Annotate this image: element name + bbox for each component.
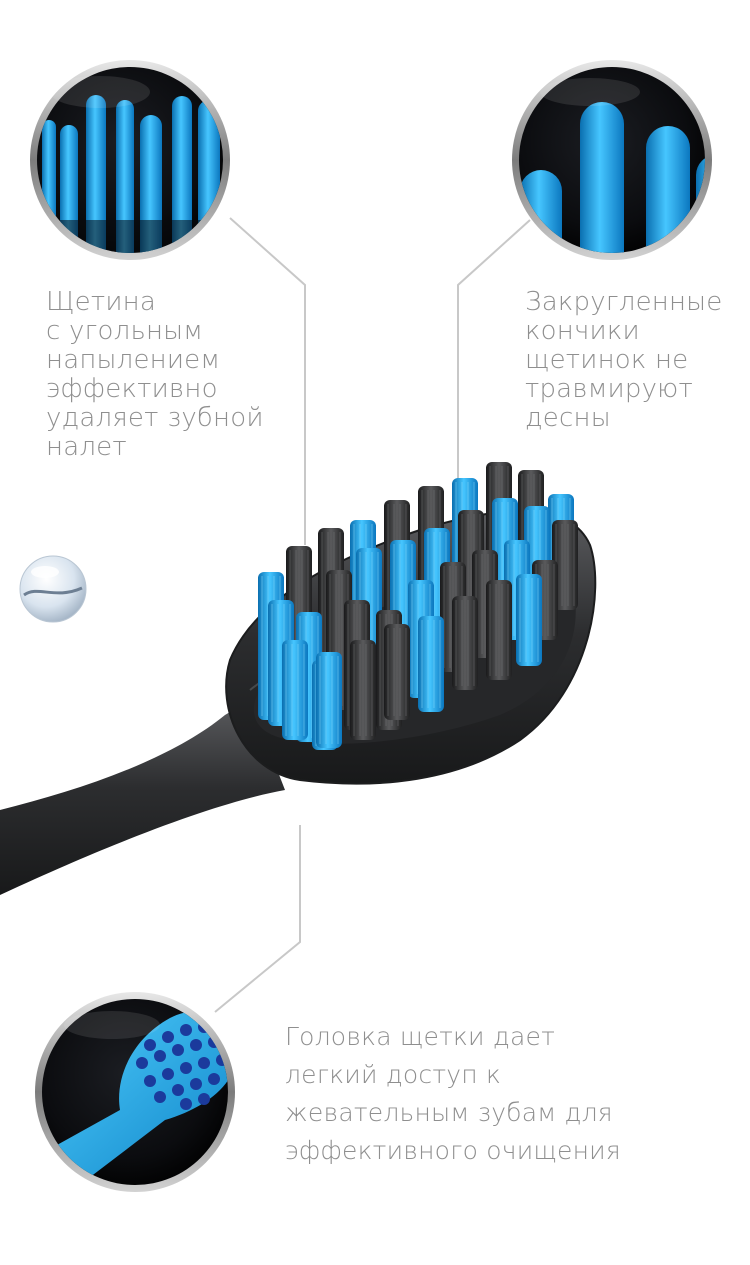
bristles-closeup-icon <box>30 60 230 260</box>
caption-line: легкий доступ к <box>285 1060 501 1089</box>
connector-line-head <box>214 825 301 1013</box>
charcoal-bristle-tuft <box>486 580 512 680</box>
connector-line-charcoal <box>229 217 306 545</box>
caption-line: с угольным <box>46 316 204 346</box>
caption-line: напылением <box>46 345 221 375</box>
caption-charcoal-bristles: Щетина с угольным напылением эффективно … <box>46 288 264 462</box>
connector-lines <box>214 217 531 1013</box>
charcoal-bristle-tuft <box>350 640 376 740</box>
caption-brush-head: Головка щетки дает легкий доступ к жеват… <box>285 1018 621 1170</box>
charcoal-bristle-tuft <box>384 624 410 720</box>
blue-bristle-tuft <box>316 652 342 748</box>
brush-head-icon <box>35 992 235 1192</box>
blue-bristle-tuft <box>282 640 308 740</box>
caption-rounded-tips: Закругленные кончики щетинок не травмиру… <box>525 288 722 433</box>
caption-line: налет <box>46 432 127 462</box>
charcoal-bristle-tuft <box>452 596 478 690</box>
caption-line: эффективно <box>46 374 218 404</box>
caption-line: эффективного очищения <box>285 1136 621 1165</box>
caption-line: десны <box>525 403 611 433</box>
caption-line: кончики <box>525 316 640 346</box>
blue-bristle-tuft <box>418 616 444 712</box>
connector-line-rounded <box>457 219 531 480</box>
caption-line: Щетина <box>46 287 156 317</box>
caption-line: Головка щетки дает <box>285 1022 556 1051</box>
caption-line: травмируют <box>525 374 693 404</box>
caption-line: удаляет зубной <box>46 403 264 433</box>
caption-line: жевательным зубам для <box>285 1098 613 1127</box>
bubble-icon <box>19 555 87 623</box>
charcoal-bristle-tuft <box>552 520 578 610</box>
blue-bristle-tuft <box>516 574 542 666</box>
rounded-tips-icon <box>512 60 712 260</box>
caption-line: Закругленные <box>525 287 723 317</box>
bristle-tufts <box>258 462 578 750</box>
caption-line: щетинок не <box>525 345 689 375</box>
